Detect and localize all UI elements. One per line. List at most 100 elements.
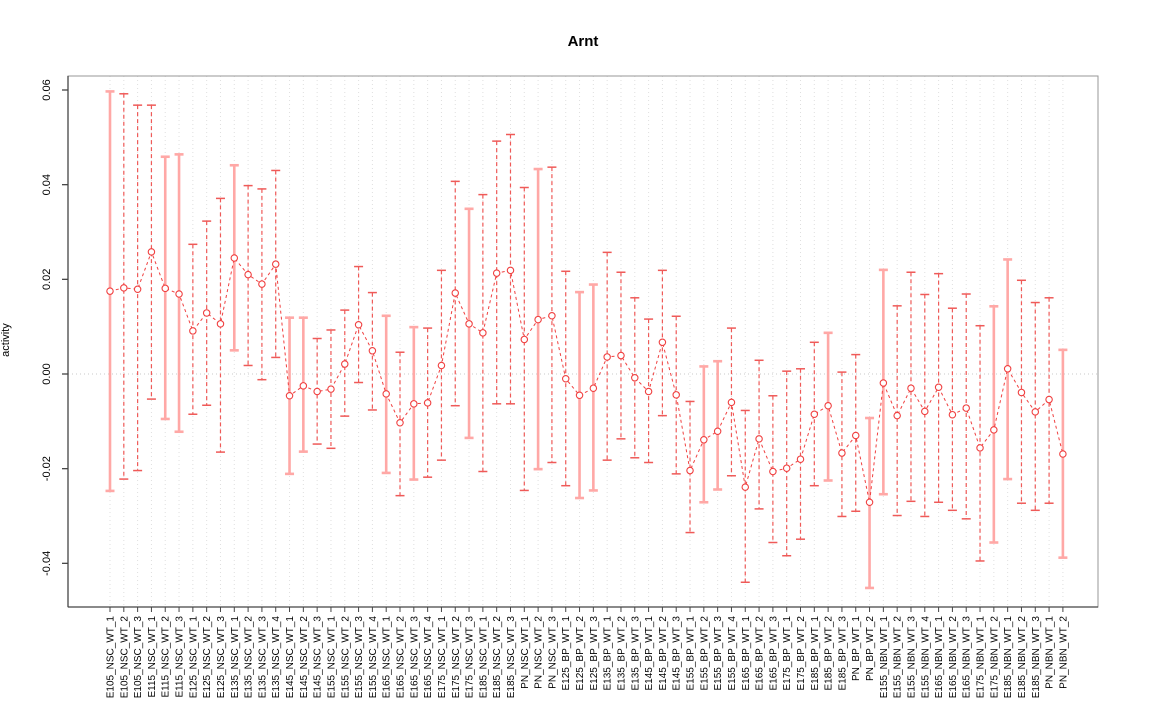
x-tick-label: E185_NBN_WT_1: [1003, 616, 1014, 699]
x-tick-label: E155_NSC_WT_1: [326, 616, 337, 699]
data-point: [865, 498, 874, 507]
x-tick-label: E115_NSC_WT_3: [175, 616, 186, 698]
x-tick-label: E175_NSC_WT_2: [451, 616, 462, 699]
x-tick-label: E135_NSC_WT_2: [244, 616, 255, 699]
x-tick-label: PN_NSC_WT_1: [520, 616, 531, 689]
x-tick-label: E135_BP_WT_1: [603, 616, 614, 691]
data-point: [796, 455, 805, 463]
x-tick-label: E185_NBN_WT_2: [1017, 616, 1028, 699]
x-tick-label: E135_NSC_WT_4: [271, 616, 282, 699]
data-point: [948, 410, 957, 419]
x-tick-label: E185_BP_WT_3: [837, 616, 848, 691]
data-point: [285, 392, 294, 400]
x-tick-label: E175_NBN_WT_1: [976, 616, 987, 699]
data-point: [921, 407, 929, 416]
data-point: [299, 382, 308, 390]
x-tick-label: E105_NSC_WT_1: [106, 616, 117, 699]
x-tick-label: PN_NBN_WT_2: [1058, 616, 1069, 689]
data-point: [437, 361, 446, 370]
data-point: [575, 391, 584, 400]
x-tick-label: E165_NBN_WT_2: [948, 616, 959, 699]
data-point: [934, 383, 943, 392]
data-point: [230, 254, 239, 262]
x-tick-label: E165_NSC_WT_4: [423, 616, 434, 699]
data-point: [672, 391, 680, 399]
data-point: [465, 320, 473, 328]
x-tick-label: E145_NSC_WT_1: [285, 616, 296, 699]
data-point: [893, 411, 901, 420]
y-tick-label: 0.00: [41, 363, 53, 384]
data-point: [976, 444, 984, 452]
data-point: [271, 260, 280, 268]
x-tick-label: E185_BP_WT_2: [824, 616, 835, 691]
data-point: [368, 347, 377, 355]
x-tick-label: E175_NSC_WT_1: [437, 616, 448, 699]
data-point: [382, 390, 390, 398]
data-point: [810, 410, 819, 418]
x-tick-label: E185_NBN_WT_3: [1031, 616, 1042, 699]
data-point: [713, 427, 722, 436]
x-tick-label: E125_NSC_WT_3: [216, 616, 227, 699]
x-tick-label: PN_NSC_WT_3: [547, 616, 558, 689]
data-point: [617, 351, 625, 360]
data-point: [658, 338, 667, 347]
data-point: [133, 285, 142, 294]
x-tick-label: E145_NSC_WT_3: [313, 616, 324, 699]
data-point: [1017, 388, 1026, 397]
x-tick-label: E155_NBN_WT_1: [879, 616, 890, 699]
y-tick-label: 0.06: [41, 79, 53, 100]
x-tick-label: E145_BP_WT_2: [658, 616, 669, 691]
plot-title: Arnt: [567, 33, 599, 50]
data-point: [548, 312, 556, 320]
data-point: [727, 398, 736, 407]
data-point: [907, 384, 915, 392]
data-point: [1003, 365, 1012, 373]
data-point: [1031, 408, 1040, 416]
data-point: [341, 360, 349, 368]
x-tick-label: E175_BP_WT_2: [796, 616, 807, 691]
x-tick-label: E165_BP_WT_3: [768, 616, 779, 691]
y-tick-label: 0.04: [41, 174, 53, 195]
data-point: [216, 320, 225, 328]
data-point: [1045, 395, 1053, 404]
data-point: [741, 483, 750, 491]
data-point: [147, 248, 156, 256]
x-tick-label: E155_BP_WT_4: [727, 616, 738, 691]
data-point: [589, 384, 598, 392]
x-tick-label: E155_NSC_WT_2: [340, 616, 351, 699]
data-point: [451, 289, 459, 297]
data-point: [327, 385, 335, 393]
x-tick-label: E175_BP_WT_1: [782, 616, 793, 691]
data-point: [189, 327, 197, 335]
x-tick-label: PN_BP_WT_2: [865, 616, 876, 681]
x-tick-label: E115_NSC_WT_2: [161, 616, 172, 698]
x-tick-label: E155_NBN_WT_3: [906, 616, 917, 699]
data-point: [644, 387, 653, 396]
data-point: [603, 353, 611, 361]
x-tick-label: E165_BP_WT_2: [755, 616, 766, 691]
x-tick-label: E135_NSC_WT_1: [230, 616, 241, 699]
y-tick-label: -0.02: [41, 456, 53, 481]
data-point: [631, 374, 639, 382]
data-point: [396, 419, 404, 427]
x-tick-label: PN_NSC_WT_2: [534, 616, 545, 689]
data-point: [313, 387, 321, 396]
data-point: [120, 284, 128, 292]
x-tick-label: E175_NSC_WT_3: [465, 616, 476, 699]
data-point: [990, 426, 998, 434]
data-point: [354, 321, 363, 329]
data-point: [561, 374, 570, 383]
x-tick-label: E135_BP_WT_2: [616, 616, 627, 691]
data-point: [851, 431, 860, 440]
x-tick-label: E185_BP_WT_1: [810, 616, 821, 691]
x-tick-label: E165_BP_WT_1: [741, 616, 752, 691]
data-point: [769, 467, 777, 476]
x-tick-label: E125_NSC_WT_1: [188, 616, 199, 699]
data-point: [838, 449, 846, 457]
x-tick-label: E125_BP_WT_3: [589, 616, 600, 691]
data-point: [1059, 450, 1067, 458]
data-point: [506, 266, 515, 275]
x-tick-label: E185_NSC_WT_3: [506, 616, 517, 699]
